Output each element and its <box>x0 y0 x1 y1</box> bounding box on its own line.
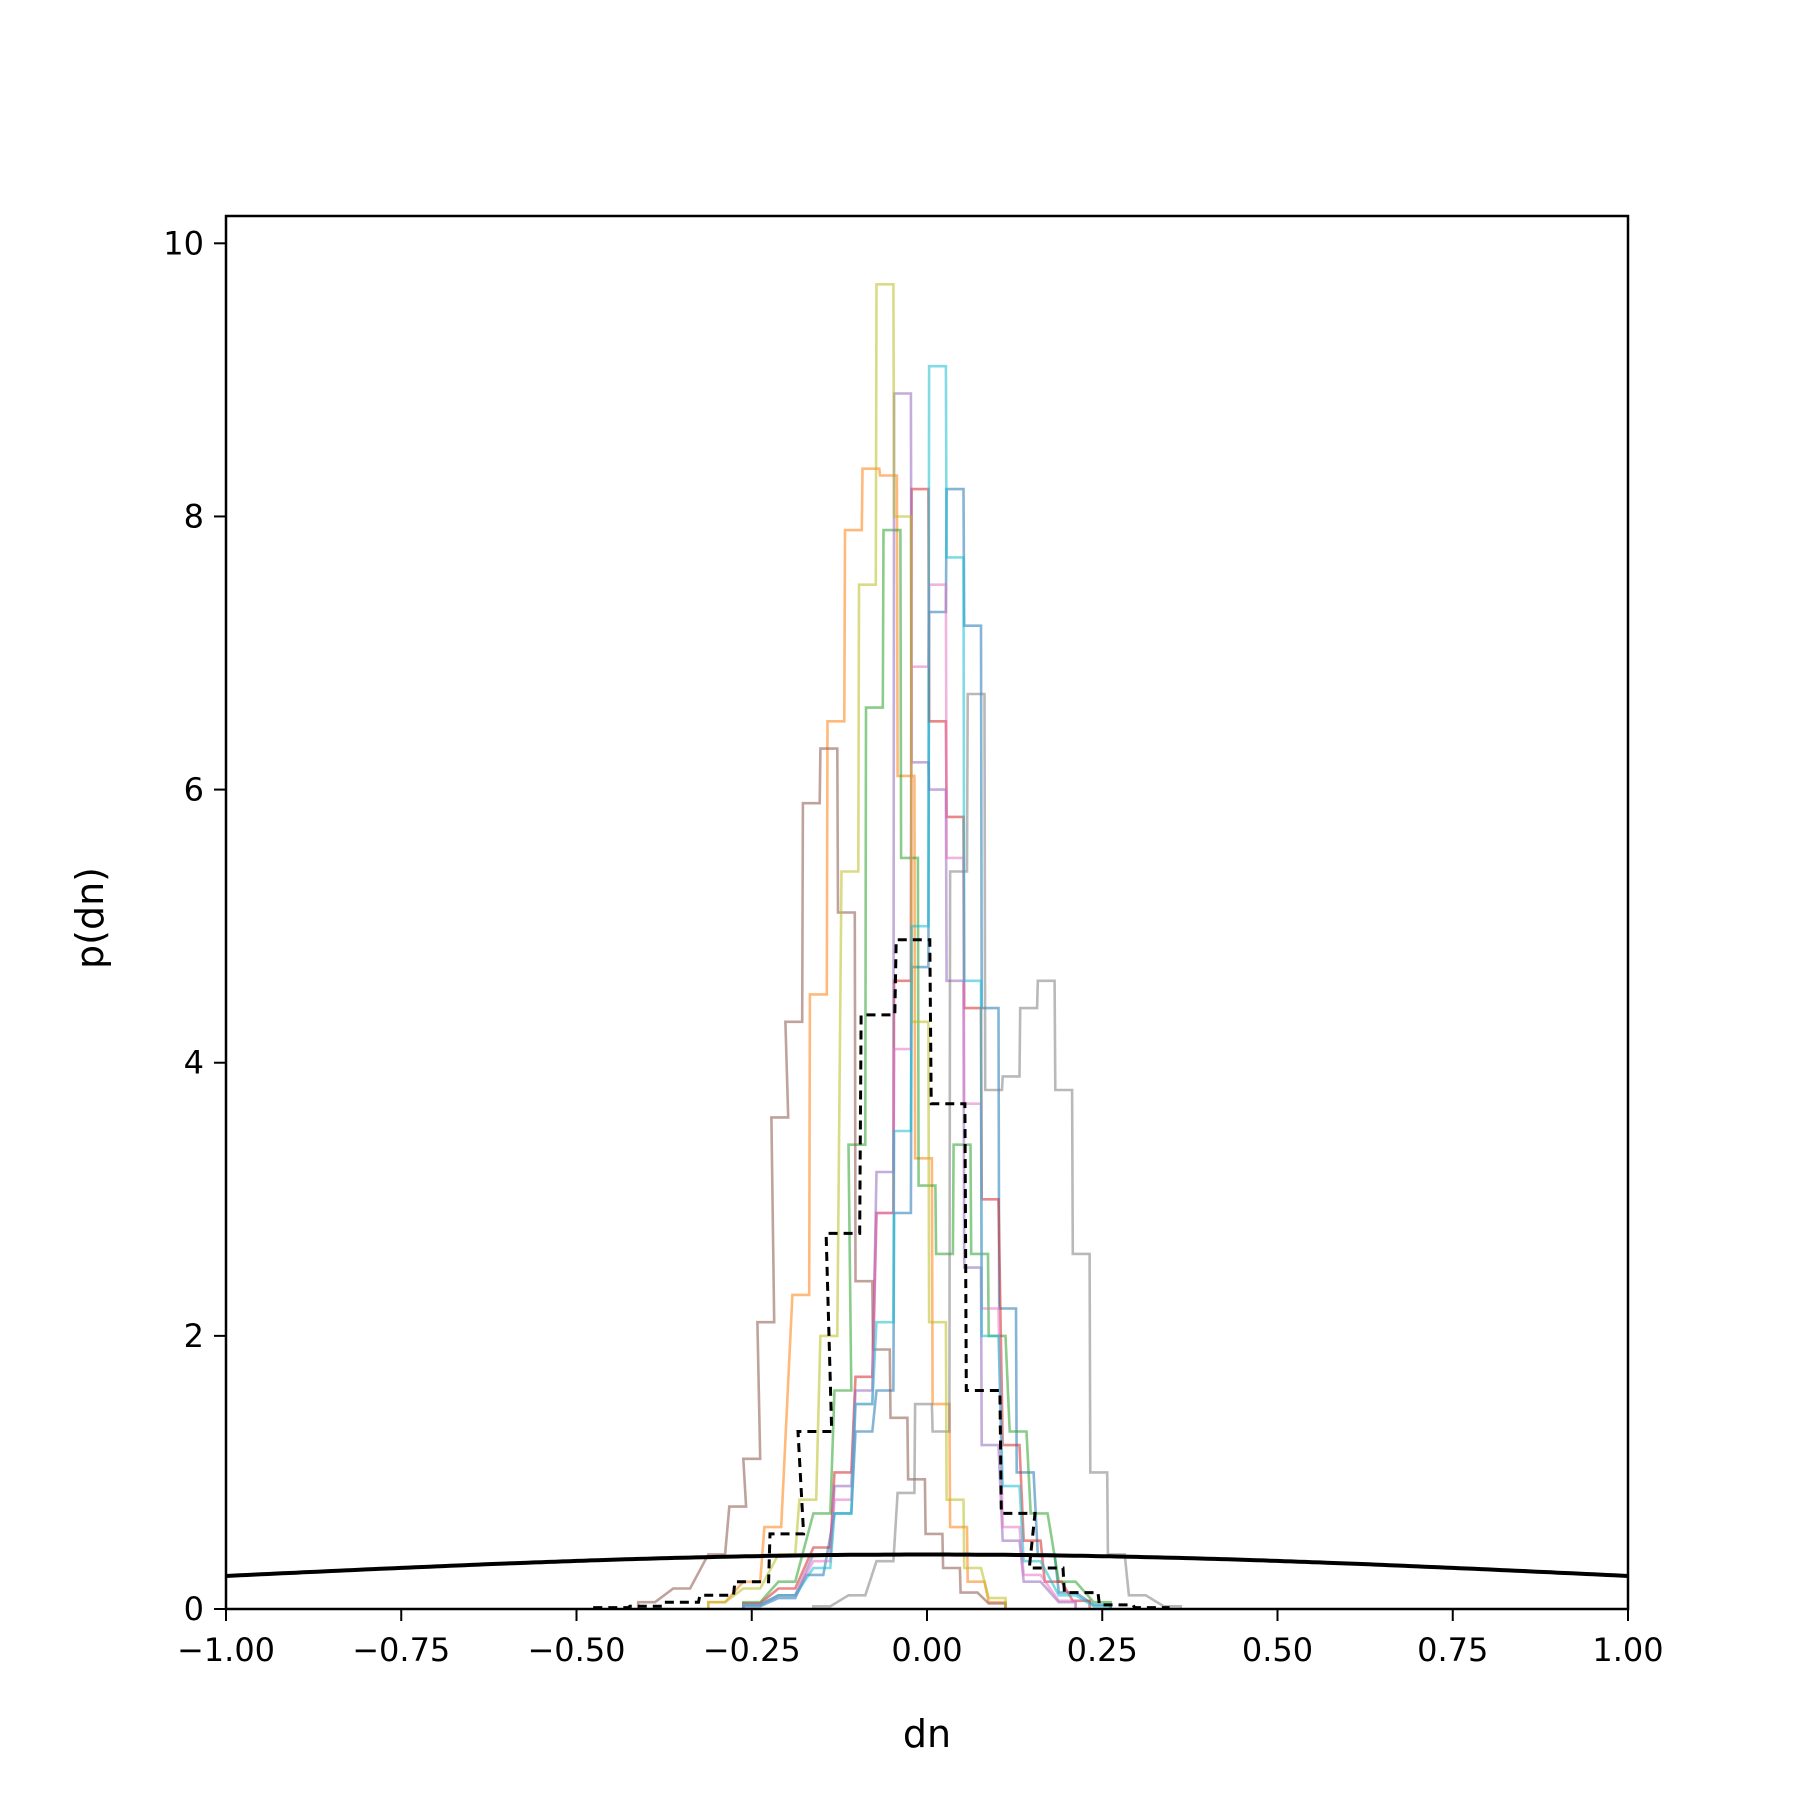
histogram-series-6 <box>636 747 1007 1609</box>
axes-layer: −1.00 −0.75 −0.50 −0.25 0.00 0.25 0.50 0.75 1.00… <box>163 214 1664 1669</box>
prior-curve <box>226 1552 1628 1578</box>
plot-frame <box>224 214 1630 1611</box>
y-axis-label: p(dn) <box>68 867 112 969</box>
histogram-series-10 <box>742 364 1112 1609</box>
y-tick-label: 8 <box>184 497 204 535</box>
x-axis-label: dn <box>903 1712 951 1756</box>
histogram-series-9 <box>707 283 1007 1609</box>
y-tick-label: 6 <box>184 771 204 809</box>
x-tick-label: −0.75 <box>352 1631 450 1669</box>
x-tick-label: 0.00 <box>891 1631 962 1669</box>
histogram-series-7 <box>742 583 1077 1609</box>
histogram-series-layer <box>226 283 1628 1609</box>
y-tick-label: 4 <box>184 1044 204 1082</box>
histogram-series-5 <box>742 392 1077 1609</box>
x-tick-label: −1.00 <box>177 1631 275 1669</box>
mean-histogram <box>593 938 1170 1609</box>
histogram-series-8 <box>812 692 1183 1609</box>
y-tick-label: 10 <box>163 224 204 262</box>
histogram-series-4 <box>742 487 1091 1609</box>
histogram-series-2 <box>707 467 1007 1609</box>
y-tick-label: 0 <box>184 1590 204 1628</box>
x-tick-label: 1.00 <box>1592 1631 1663 1669</box>
x-tick-label: 0.50 <box>1242 1631 1313 1669</box>
x-tick-label: 0.25 <box>1067 1631 1138 1669</box>
x-tick-label: 0.75 <box>1417 1631 1488 1669</box>
x-tick-label: −0.25 <box>703 1631 801 1669</box>
y-tick-label: 2 <box>184 1317 204 1355</box>
x-tick-label: −0.50 <box>527 1631 625 1669</box>
